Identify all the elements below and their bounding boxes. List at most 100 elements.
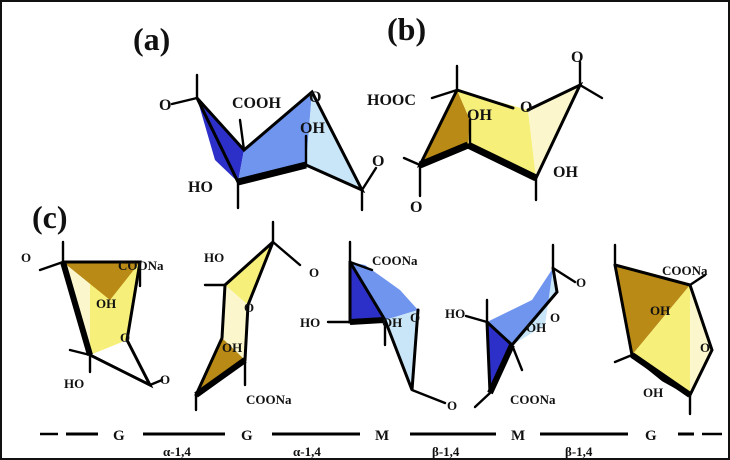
coona-label: COONa — [246, 392, 292, 407]
chain-residue-g3: COONa OH O OH — [613, 243, 714, 416]
o-bottom-label: O — [410, 199, 422, 216]
chain-residue-m2: HO OH COONa O — [445, 243, 577, 409]
bond-coona — [688, 273, 707, 287]
ring-diagonal — [348, 260, 387, 322]
bond-c4-h — [402, 156, 422, 167]
glycosidic-oxygen-1: O — [160, 372, 170, 387]
bond-coona — [510, 343, 524, 372]
ho-label: HO — [64, 376, 84, 391]
o-top-label: O — [571, 49, 583, 66]
bond-link — [551, 266, 577, 284]
linkage-label-2: α-1,4 — [293, 444, 321, 459]
cooh-label: COOH — [232, 95, 281, 112]
oh-label: OH — [300, 120, 325, 137]
bond-h — [613, 353, 634, 364]
structure-a-mannuronic-acid: COOH OH HO O O O — [159, 73, 384, 212]
ho-label: HO — [188, 179, 213, 196]
ring-oxygen-label: O — [120, 330, 130, 345]
residue-label-5: G — [645, 428, 657, 444]
glycosidic-oxygen-3: O — [447, 398, 457, 413]
glycosidic-oxygen-2: O — [309, 265, 319, 280]
bond-link — [271, 240, 302, 267]
ring-front-bond-right — [466, 141, 538, 182]
ring-face-mid — [457, 90, 536, 178]
oh-label: OH — [96, 296, 116, 311]
ring-face-light — [512, 268, 557, 345]
ho-label: HO — [300, 315, 320, 330]
ring-face-mid — [350, 262, 418, 320]
ring-face-dark — [63, 262, 140, 300]
bond-c1-o — [360, 166, 378, 192]
ring-oxygen-label: O — [309, 89, 321, 106]
ring-oxygen-label: O — [520, 99, 532, 116]
ring-face-dark — [615, 265, 690, 355]
ho-label: HO — [204, 250, 224, 265]
bond-link — [410, 388, 447, 405]
ring-front-bond-left — [418, 141, 470, 169]
linkage-label-4: β-1,4 — [565, 444, 593, 459]
ring-front-bond — [630, 352, 692, 398]
ho-label: HO — [445, 306, 465, 321]
glycosidic-oxygen-4: O — [576, 275, 586, 290]
hooc-label: HOOC — [367, 92, 416, 109]
bond-c5-o — [170, 96, 199, 106]
oh-bottom-label: OH — [553, 164, 578, 181]
bond-o-left — [38, 260, 65, 272]
oh-label: OH — [222, 340, 242, 355]
ring-oxygen-label: O — [550, 310, 560, 325]
ring-front-bond — [194, 357, 247, 398]
bond-ho — [464, 314, 489, 324]
bond-h — [68, 348, 92, 357]
oh-label: OH — [526, 320, 546, 335]
residue-label-3: M — [375, 428, 389, 444]
ring-oxygen-label: O — [244, 300, 254, 315]
oh-bottom-label: OH — [643, 385, 663, 400]
bond-cooh — [238, 118, 246, 152]
ring-front-bond — [237, 161, 307, 186]
sequence-line: G G M M G α-1,4 α-1,4 β-1,4 β-1,4 — [40, 428, 722, 459]
coona-label: COONa — [510, 392, 556, 407]
ring-top-bond — [613, 263, 692, 287]
linkage-label-1: α-1,4 — [163, 444, 191, 459]
ring-face-light — [222, 285, 248, 360]
ring-face-mid — [238, 92, 312, 182]
panel-label-c: (c) — [32, 199, 68, 235]
ring-face-mid — [487, 268, 557, 345]
ring-face-light — [690, 285, 712, 395]
o-left-label: O — [159, 97, 171, 114]
chain-residue-g2: HO O OH COONa — [194, 220, 302, 412]
ring-face-mid — [225, 242, 273, 305]
ring-front-bond — [60, 261, 93, 356]
panel-label-a: (a) — [133, 21, 170, 57]
chain-residue-m1: COONa HO OH O — [300, 240, 447, 405]
ring-face-light — [528, 85, 580, 178]
structure-b-guluronic-acid: HOOC OH OH O O O — [367, 49, 604, 216]
oh-top-label: OH — [650, 303, 670, 318]
coona-label: COONa — [372, 253, 418, 268]
bond-coona — [348, 260, 374, 272]
bond-link — [148, 378, 164, 387]
bond-cooh — [430, 88, 459, 100]
residue-label-2: G — [241, 428, 253, 444]
o-left-label: O — [21, 250, 31, 265]
residue-label-4: M — [511, 428, 525, 444]
ring-face-dark — [196, 338, 245, 395]
ring-front-bond — [349, 317, 386, 325]
ring-diagonal — [485, 320, 514, 347]
residue-label-1: G — [113, 428, 125, 444]
bond-link-down — [473, 391, 492, 409]
oh-top-label: OH — [467, 107, 492, 124]
o-right-label: O — [372, 153, 384, 170]
oh-label: OH — [382, 315, 402, 330]
ring-front-bond — [487, 343, 515, 395]
ring-face-light — [385, 310, 418, 390]
coona-label: COONa — [662, 263, 708, 278]
bond-c1-h — [578, 83, 604, 100]
ring-oxygen-label: O — [410, 310, 420, 325]
panel-label-b: (b) — [387, 11, 426, 47]
ring-face-mid — [632, 285, 690, 395]
linkage-label-3: β-1,4 — [432, 444, 460, 459]
ring-top-bond — [455, 88, 515, 110]
